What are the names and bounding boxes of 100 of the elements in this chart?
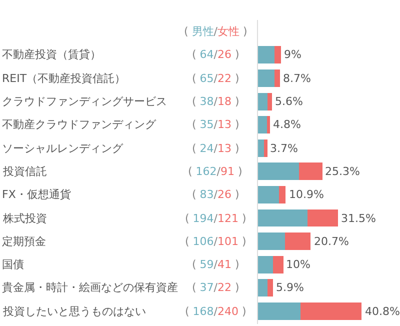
annotation: 40.8% <box>365 305 400 318</box>
bar <box>274 46 281 64</box>
data-label: 41 <box>218 258 232 271</box>
bar <box>258 70 275 87</box>
y-tick-label: 株式投資 <box>2 212 47 225</box>
bar <box>258 279 268 297</box>
data-label: 121 <box>218 212 239 225</box>
y-tick-label: 国債 <box>2 258 24 271</box>
text: ( <box>185 305 190 318</box>
data-label: 106 <box>192 235 214 248</box>
bar <box>307 209 338 227</box>
annotation: 9% <box>284 48 302 61</box>
text: ( <box>192 188 196 201</box>
y-tick-label: ソーシャルレンディング <box>2 142 124 155</box>
text: / <box>214 142 218 155</box>
annotation: 20.7% <box>314 235 349 248</box>
text: ( <box>184 25 188 38</box>
bar <box>258 162 300 180</box>
text: ) <box>235 142 240 155</box>
annotation: 10% <box>286 258 310 271</box>
bar <box>258 46 274 64</box>
text: ) <box>242 235 246 248</box>
bar <box>264 139 268 157</box>
data-label: 83 <box>200 188 214 201</box>
data-label: 37 <box>200 281 214 294</box>
bar <box>258 186 280 204</box>
data-label: 26 <box>218 188 232 201</box>
data-label: 13 <box>218 118 232 131</box>
bar <box>258 256 273 274</box>
text: ( <box>192 281 196 294</box>
bar <box>266 116 270 134</box>
text: ) <box>235 258 240 271</box>
text: / <box>214 258 218 271</box>
annotation: 31.5% <box>341 212 376 225</box>
data-label: 240 <box>218 305 239 318</box>
y-tick-label: 投資信託 <box>2 165 47 178</box>
text: ( <box>192 258 196 271</box>
bar <box>258 232 285 250</box>
text: ) <box>235 48 240 61</box>
data-label: 65 <box>200 72 214 85</box>
y-tick-label: 投資したいと思うものはない <box>2 305 146 318</box>
data-label: 38 <box>200 95 214 108</box>
text: ( <box>185 212 190 225</box>
annotation: 10.9% <box>289 188 324 201</box>
text: ) <box>242 212 246 225</box>
y-tick-label: REIT（不動産投資信託） <box>2 72 126 85</box>
data-label: 13 <box>218 142 232 155</box>
annotation: 5.9% <box>276 281 304 294</box>
bar <box>268 92 272 110</box>
data-label: 91 <box>220 165 235 178</box>
annotation: 3.7% <box>270 142 298 155</box>
y-tick-label: 不動産投資（賃貸） <box>2 48 101 61</box>
data-label: 22 <box>218 281 232 294</box>
data-label: 101 <box>218 235 239 248</box>
data-label: 24 <box>200 142 214 155</box>
annotation: 5.6% <box>275 95 303 108</box>
y-tick-label: クラウドファンディングサービス <box>2 95 167 108</box>
text: ( <box>188 165 192 178</box>
bar <box>299 162 322 180</box>
bar <box>258 302 301 320</box>
bar <box>284 232 311 250</box>
bar <box>258 116 267 134</box>
data-label: 162 <box>196 165 217 178</box>
text: 女性 <box>218 25 240 38</box>
bar <box>272 256 284 274</box>
y-tick-label: 貴金属・時計・絵画などの保有資産 <box>2 281 178 294</box>
bar <box>258 139 264 157</box>
text: / <box>214 235 218 248</box>
y-tick-label: 定期預金 <box>2 235 46 248</box>
text: ) <box>235 118 240 131</box>
text: ( <box>192 48 200 61</box>
text: ( <box>192 118 196 131</box>
bar <box>300 302 362 320</box>
text: / <box>214 95 218 108</box>
text: / <box>214 72 218 85</box>
text: ) <box>235 72 240 85</box>
text: ) <box>235 281 240 294</box>
annotation: 8.7% <box>283 72 311 85</box>
data-label: 22 <box>218 72 232 85</box>
text: / <box>214 118 218 131</box>
annotation: 25.3% <box>325 165 360 178</box>
text: / <box>214 25 218 38</box>
bar <box>279 186 286 204</box>
y-tick-label: 不動産クラウドファンディング <box>2 118 157 131</box>
text: / <box>214 281 218 294</box>
data-label: 59 <box>200 258 214 271</box>
text: 男性 <box>192 25 214 38</box>
data-label: 18 <box>218 95 232 108</box>
text: ) <box>242 305 246 318</box>
data-label: 26 <box>218 48 232 61</box>
text: / <box>216 165 221 178</box>
data-label: 35 <box>200 118 214 131</box>
text: ) <box>238 165 242 178</box>
text: ( <box>192 142 196 155</box>
text: ) <box>235 188 240 201</box>
text: ( <box>192 72 196 85</box>
data-label: 168 <box>192 305 214 318</box>
data-label: 64 <box>200 48 214 61</box>
text: ( <box>185 235 190 248</box>
annotation: 4.8% <box>273 118 301 131</box>
